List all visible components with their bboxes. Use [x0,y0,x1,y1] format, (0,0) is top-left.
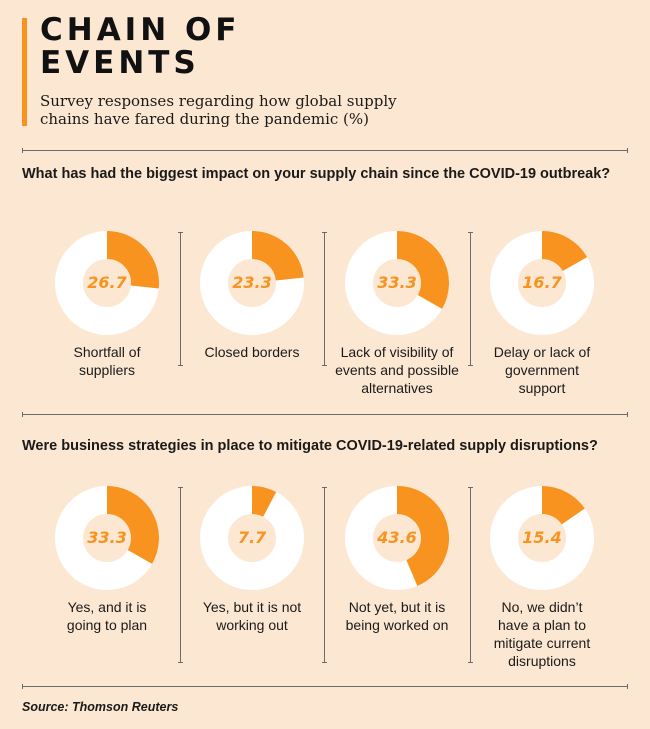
donut-chart: 7.7 [200,486,304,590]
title-accent-bar [22,18,27,126]
donut-svg [200,231,304,335]
divider-top [22,148,628,153]
donut-chart: 43.6 [345,486,449,590]
donut-label-line: suppliers [78,362,136,378]
donut-svg [490,231,594,335]
donut-label-line: have a plan to [498,617,586,633]
donut-card: 33.3 Yes, and it is going to plan [37,486,177,634]
donut-label-line: alternatives [361,380,433,396]
donut-value: 15.4 [522,528,562,547]
column-divider [322,232,327,366]
donut-svg [490,486,594,590]
donut-arc [541,231,588,272]
donut-chart: 23.3 [200,231,304,335]
donut-card: 26.7 Shortfall of suppliers [37,231,177,379]
column-divider [178,232,183,366]
question-2: Were business strategies in place to mit… [22,438,598,454]
donut-chart: 15.4 [490,486,594,590]
donut-label-line: government [505,362,579,378]
infographic-subtitle: Survey responses regarding how global su… [40,92,460,128]
column-divider [468,232,473,366]
donut-label-line: being worked on [345,617,449,633]
donut-chart: 33.3 [345,231,449,335]
donut-label-line: Closed borders [204,344,300,360]
donut-label-line: Yes, but it is not [202,599,302,615]
donut-svg [345,231,449,335]
donut-value: 16.7 [522,273,562,292]
divider-bottom [22,684,628,689]
donut-label-line: events and possible [335,362,459,378]
donut-label: Delay or lack of government support [472,343,612,397]
donut-card: 23.3 Closed borders [182,231,322,361]
donut-arc [396,231,449,309]
donut-value: 7.7 [237,528,267,547]
donut-label: Lack of visibility of events and possibl… [327,343,467,397]
subtitle-line-2: chains have fared during the pandemic (%… [40,110,369,128]
donut-arc [396,486,449,586]
donut-value: 33.3 [87,528,127,547]
donut-label: Yes, but it is not working out [182,598,322,634]
donut-arc [251,231,304,282]
donut-label-line: No, we didn’t [501,599,583,615]
donut-arc [106,231,159,289]
donut-chart: 33.3 [55,486,159,590]
question-1: What has had the biggest impact on your … [22,166,611,182]
donut-label-line: working out [216,617,288,633]
donut-card: 7.7 Yes, but it is not working out [182,486,322,634]
donut-label: Yes, and it is going to plan [37,598,177,634]
column-divider [178,487,183,663]
donut-label-line: Shortfall of [73,344,141,360]
donut-value: 23.3 [232,273,272,292]
donut-label-line: Lack of visibility of [340,344,454,360]
donut-label: Closed borders [182,343,322,361]
donut-label-line: Delay or lack of [493,344,591,360]
donut-chart: 16.7 [490,231,594,335]
donut-label-line: disruptions [508,653,576,669]
donut-value: 43.6 [377,528,417,547]
donut-label-line: Not yet, but it is [348,599,446,615]
donut-label: No, we didn’t have a plan to mitigate cu… [472,598,612,670]
donut-label-line: mitigate current [493,635,591,651]
donut-label-line: going to plan [66,617,148,633]
title-line-2: EVENTS [40,45,200,81]
donut-arc [251,486,277,518]
donut-chart: 26.7 [55,231,159,335]
source-note: Source: Thomson Reuters [22,700,179,714]
donut-svg [55,486,159,590]
donut-value: 33.3 [377,273,417,292]
donut-value: 26.7 [87,273,127,292]
donut-label: Shortfall of suppliers [37,343,177,379]
donut-card: 33.3 Lack of visibility of events and po… [327,231,467,397]
donut-label-line: support [518,380,566,396]
donut-svg [200,486,304,590]
subtitle-line-1: Survey responses regarding how global su… [40,92,397,110]
donut-label: Not yet, but it is being worked on [327,598,467,634]
donut-card: 16.7 Delay or lack of government support [472,231,612,397]
divider-middle [22,412,628,417]
column-divider [468,487,473,663]
donut-svg [55,231,159,335]
donut-card: 43.6 Not yet, but it is being worked on [327,486,467,634]
column-divider [322,487,327,663]
donut-card: 15.4 No, we didn’t have a plan to mitiga… [472,486,612,670]
infographic-title: CHAIN OF EVENTS [40,14,241,80]
donut-svg [345,486,449,590]
donut-label-line: Yes, and it is [67,599,147,615]
donut-arc [541,486,585,526]
title-line-1: CHAIN OF [40,12,241,48]
donut-arc [106,486,159,564]
